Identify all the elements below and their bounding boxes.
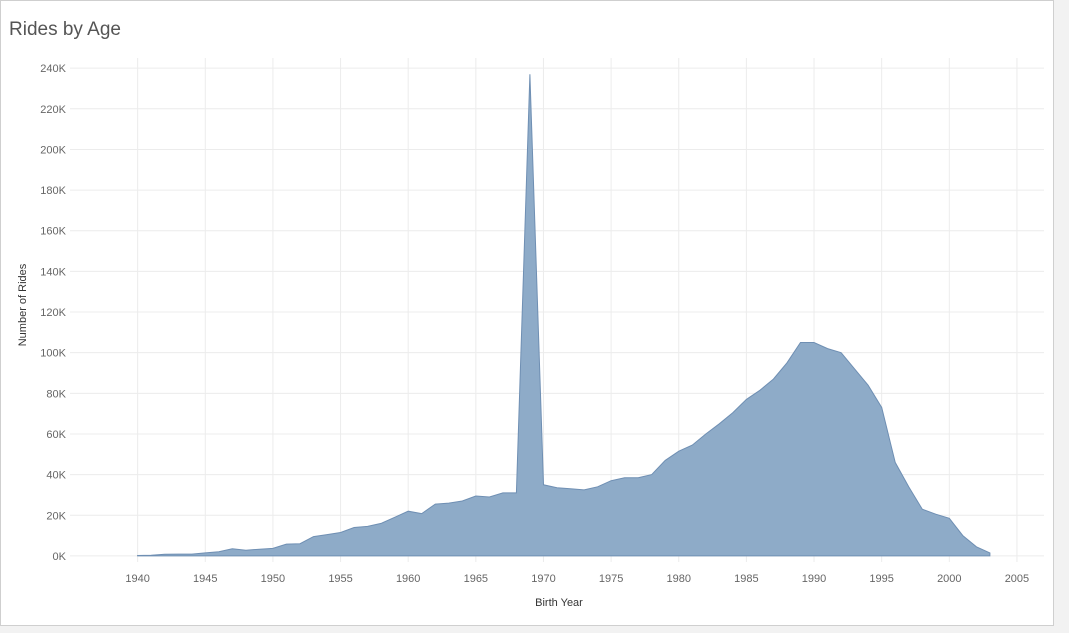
x-tick-label: 1965 (464, 573, 488, 585)
x-tick-label: 1990 (802, 573, 826, 585)
y-tick-label: 180K (40, 185, 66, 197)
y-tick-label: 240K (40, 63, 66, 75)
area-layer (137, 74, 991, 557)
y-axis-title: Number of Rides (17, 263, 29, 346)
x-tick-label: 1975 (599, 573, 623, 585)
area-series (137, 74, 991, 557)
y-tick-label: 160K (40, 226, 66, 238)
y-tick-label: 200K (40, 144, 66, 156)
y-tick-labels: 0K 20K 40K 60K 80K 100K 120K 140K 160K 180K 200K 22… (40, 63, 66, 563)
y-tick-label: 100K (40, 348, 66, 360)
y-tick-label: 220K (40, 104, 66, 116)
y-tick-label: 20K (46, 510, 66, 522)
y-tick-label: 120K (40, 307, 66, 319)
x-tick-label: 2005 (1005, 573, 1029, 585)
x-tick-label: 1980 (667, 573, 691, 585)
x-tick-label: 1940 (125, 573, 149, 585)
x-tick-labels: 1940 1945 1950 1955 1960 1965 1970 1975 1980 1985… (125, 573, 1029, 585)
y-tick-label: 60K (46, 429, 66, 441)
x-tick-label: 1985 (734, 573, 758, 585)
x-axis-title: Birth Year (535, 597, 583, 609)
x-tick-label: 1955 (328, 573, 352, 585)
y-tick-label: 0K (53, 551, 67, 563)
y-tick-label: 80K (46, 388, 66, 400)
x-tick-label: 1945 (193, 573, 217, 585)
x-tick-label: 1970 (531, 573, 555, 585)
y-tick-label: 140K (40, 266, 66, 278)
x-tick-label: 2000 (937, 573, 961, 585)
y-tick-label: 40K (46, 470, 66, 482)
x-tick-label: 1995 (869, 573, 893, 585)
chart-title: Rides by Age (9, 19, 121, 40)
x-tick-label: 1960 (396, 573, 420, 585)
x-tick-label: 1950 (261, 573, 285, 585)
